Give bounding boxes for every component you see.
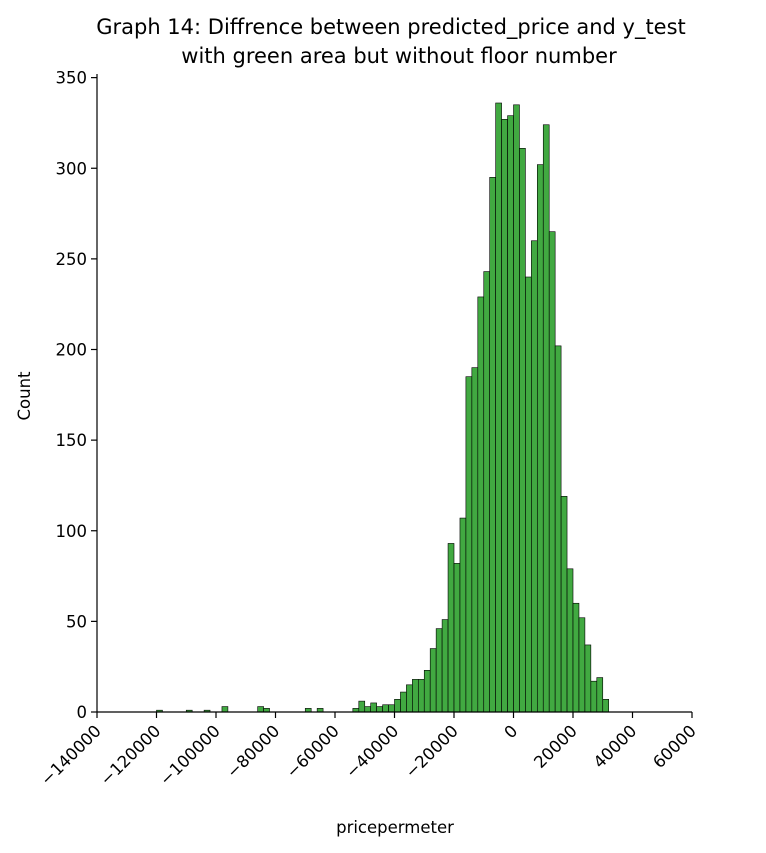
histogram-bar — [447, 543, 455, 713]
chart-title-line-1: Graph 14: Diffrence between predicted_pr… — [96, 15, 686, 40]
y-tick-label: 250 — [56, 250, 88, 269]
y-tick-label: 150 — [56, 431, 88, 450]
histogram-bar — [400, 691, 407, 713]
histogram-bar — [465, 376, 473, 713]
histogram-bar — [376, 706, 383, 713]
histogram-bar — [417, 679, 425, 713]
histogram-bar — [501, 119, 508, 713]
histogram-bar — [394, 699, 401, 713]
x-tick-label: −60000 — [282, 721, 342, 781]
histogram-bar — [513, 104, 520, 713]
histogram-bar — [370, 702, 377, 713]
histogram-bar — [429, 648, 437, 713]
x-tick-label: −100000 — [156, 721, 224, 789]
chart-title-line-2: with green area but without floor number — [181, 44, 617, 68]
histogram-bar — [459, 517, 467, 713]
histogram-bar — [257, 706, 264, 713]
histogram-bar — [358, 700, 366, 713]
histogram-bar — [495, 102, 502, 713]
histogram-bar — [519, 148, 526, 713]
histogram-bar — [471, 367, 479, 713]
histogram-bar — [536, 164, 544, 713]
histogram-bar — [578, 617, 586, 713]
histogram-bar — [602, 699, 609, 713]
histogram-bar — [531, 240, 538, 713]
histogram-bar — [554, 345, 562, 713]
y-tick-label: 350 — [56, 69, 88, 88]
x-tick-label: −120000 — [97, 721, 165, 789]
x-tick-label: 60000 — [649, 721, 700, 772]
histogram-bar — [584, 644, 592, 713]
x-tick-label: −80000 — [223, 721, 283, 781]
histogram-bar — [453, 563, 461, 713]
x-tick-label: −20000 — [401, 721, 461, 781]
histogram-bar — [441, 619, 449, 713]
histogram-bar — [572, 602, 580, 713]
x-axis-label: pricepermeter — [336, 818, 454, 837]
bars-group — [156, 102, 609, 713]
x-tick-label: −40000 — [342, 721, 402, 781]
histogram-bar — [435, 628, 443, 713]
histogram-bar — [596, 677, 604, 713]
y-axis-label: Count — [15, 371, 34, 421]
histogram-bar — [221, 706, 229, 713]
histogram-bar — [412, 679, 419, 713]
y-tick-label: 300 — [56, 159, 88, 178]
histogram-bar — [560, 496, 568, 713]
x-tick-label: −140000 — [37, 721, 105, 789]
histogram-bar — [590, 680, 598, 713]
x-tick-label: 0 — [500, 721, 521, 742]
x-tick-label: 40000 — [590, 721, 641, 772]
histogram-bar — [406, 684, 413, 713]
histogram-bar — [525, 276, 532, 713]
histogram-bar — [382, 704, 389, 713]
y-tick-label: 50 — [66, 612, 87, 631]
histogram-bar — [477, 296, 485, 713]
y-tick-label: 200 — [56, 341, 88, 360]
histogram-bar — [566, 568, 574, 713]
histogram-bar — [388, 704, 395, 713]
y-tick-label: 100 — [56, 522, 88, 541]
histogram-bar — [364, 706, 371, 713]
y-tick-label: 0 — [77, 703, 88, 722]
histogram-bar — [483, 271, 490, 713]
histogram-bar — [423, 670, 431, 713]
histogram-bar — [489, 177, 496, 713]
x-tick-label: 20000 — [530, 721, 581, 772]
histogram-bar — [542, 124, 550, 713]
histogram-bar — [548, 231, 556, 713]
histogram-bar — [507, 115, 514, 713]
